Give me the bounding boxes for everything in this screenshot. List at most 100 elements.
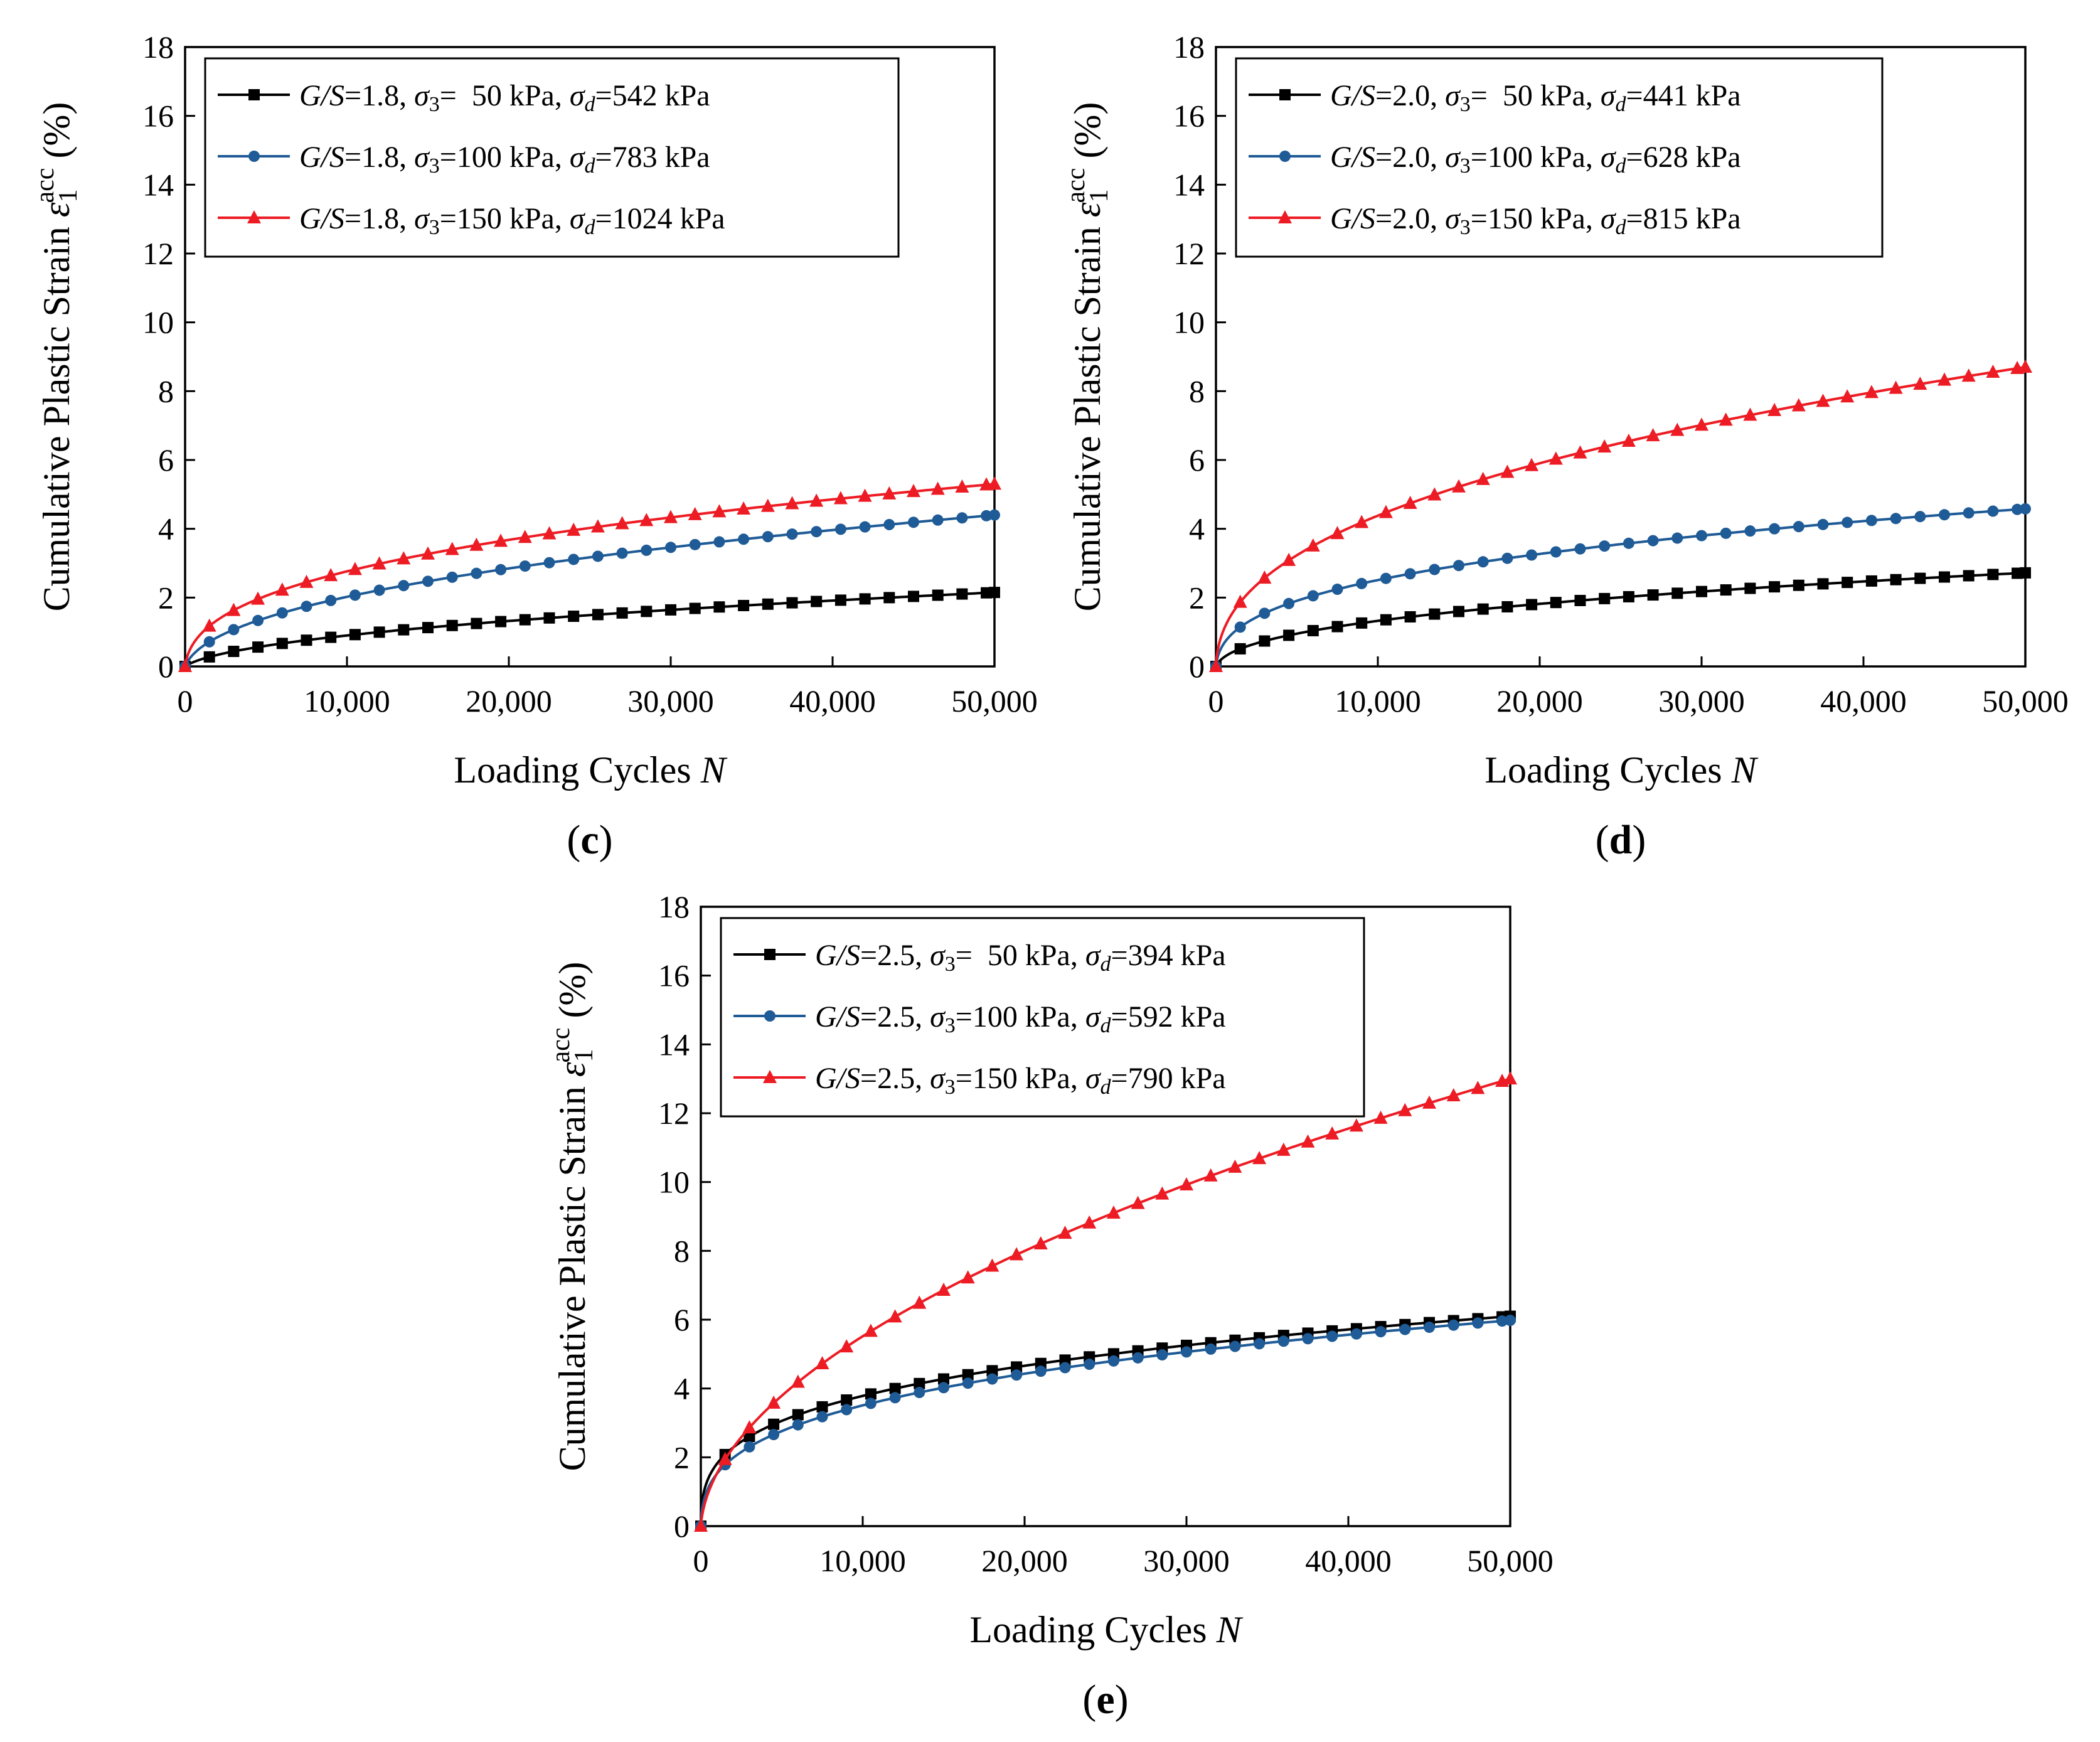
legend-marker [764,949,776,960]
data-point [1380,572,1392,584]
data-point [1422,1095,1436,1109]
data-point [1574,543,1586,555]
x-tick-label: 0 [1208,683,1224,719]
x-tick-label: 10,000 [304,683,390,719]
x-tick-label: 40,000 [789,683,876,719]
data-point [1452,479,1466,493]
data-point [542,526,557,540]
data-point [1427,487,1442,501]
data-point [1010,1247,1024,1261]
data-point [1107,1355,1119,1367]
legend-label: G/S=2.0, σ3= 50 kPa, σd=441 kPa [1330,79,1741,116]
data-point [1375,1326,1387,1338]
data-point [1156,1349,1168,1361]
data-point [1695,417,1708,431]
legend-entry-2: G/S=1.8, σ3=100 kPa, σd=783 kPa [218,141,710,178]
data-point [1623,537,1634,549]
data-point [228,624,240,636]
data-point [938,1373,949,1385]
data-point [1132,1352,1144,1364]
data-point [1302,1333,1314,1345]
data-point [1793,521,1804,533]
data-point [1378,505,1393,518]
data-point [1621,433,1636,447]
data-point [1986,365,2000,378]
plot-frame [1215,46,2027,668]
data-point [809,493,824,507]
data-point [1380,614,1392,626]
y-axis-title: Cumulative Plastic Strain ε1acc (%) [1062,102,1114,612]
data-point [1573,445,1587,459]
x-axis-title: Loading Cycles N [454,749,727,791]
legend-marker [764,1010,776,1022]
data-point [956,512,968,524]
data-point [834,523,846,535]
data-point [1325,1126,1340,1140]
y-tick-label: 0 [158,649,174,684]
data-point [325,631,337,643]
data-point [1424,1322,1435,1333]
data-point [883,592,895,604]
data-point [841,1404,853,1416]
data-point [1719,412,1733,426]
legend-box [1235,57,1884,258]
data-point [908,516,919,528]
legend-marker [248,151,260,162]
data-point [889,1392,901,1404]
data-point [1447,1319,1459,1331]
x-tick-label: 30,000 [1658,683,1745,719]
data-point [1574,594,1586,606]
data-point [1331,584,1343,596]
data-point [325,594,337,606]
data-point [816,1411,828,1423]
data-point [1035,1365,1047,1377]
legend-entry-3: G/S=2.5, σ3=150 kPa, σd=790 kPa [733,1062,1226,1099]
data-point [863,1323,878,1337]
y-tick-label: 14 [142,167,174,202]
legend-entry-1: G/S=2.5, σ3= 50 kPa, σd=394 kPa [733,939,1226,976]
x-tick-label: 20,000 [981,1543,1068,1578]
legend-entry-1: G/S=1.8, σ3= 50 kPa, σd=542 kPa [218,79,710,116]
data-point [1205,1343,1217,1355]
data-point [1429,564,1441,575]
data-point [689,538,701,550]
data-point [1496,1315,1508,1327]
data-point [301,601,312,612]
data-point [1501,552,1513,564]
data-point [519,560,531,572]
data-point [228,646,240,658]
data-point [1671,532,1683,544]
data-point [889,1382,901,1394]
data-point [811,526,823,538]
data-point [519,614,531,626]
legend-marker [248,89,260,100]
data-point [883,518,895,530]
data-point [811,596,823,607]
data-point [937,1282,951,1296]
legend-marker [1278,210,1292,223]
x-tick-label: 0 [693,1543,709,1578]
data-point [1203,1168,1218,1182]
y-tick-label: 2 [158,580,174,615]
data-point [694,1519,708,1532]
data-point [816,1401,828,1413]
data-point [1505,1315,1516,1327]
data-point [1082,1215,1097,1229]
data-point [1647,535,1659,547]
y-axis-title: Cumulative Plastic Strain ε1acc (%) [31,102,83,612]
data-point [1743,407,1757,421]
data-point [1817,578,1829,590]
plot-frame [184,46,996,668]
data-point [1889,380,1903,394]
data-point [785,496,799,510]
data-point [1106,1205,1121,1219]
data-point [615,516,629,530]
data-point [1550,546,1562,558]
panel-label: (e) [1082,1677,1128,1723]
legend-label: G/S=2.0, σ3=150 kPa, σd=815 kPa [1330,202,1741,239]
legend-marker [763,1070,777,1083]
data-point [1841,516,1853,528]
data-point [227,602,241,616]
data-point [1526,549,1538,561]
data-point [1349,1118,1363,1132]
